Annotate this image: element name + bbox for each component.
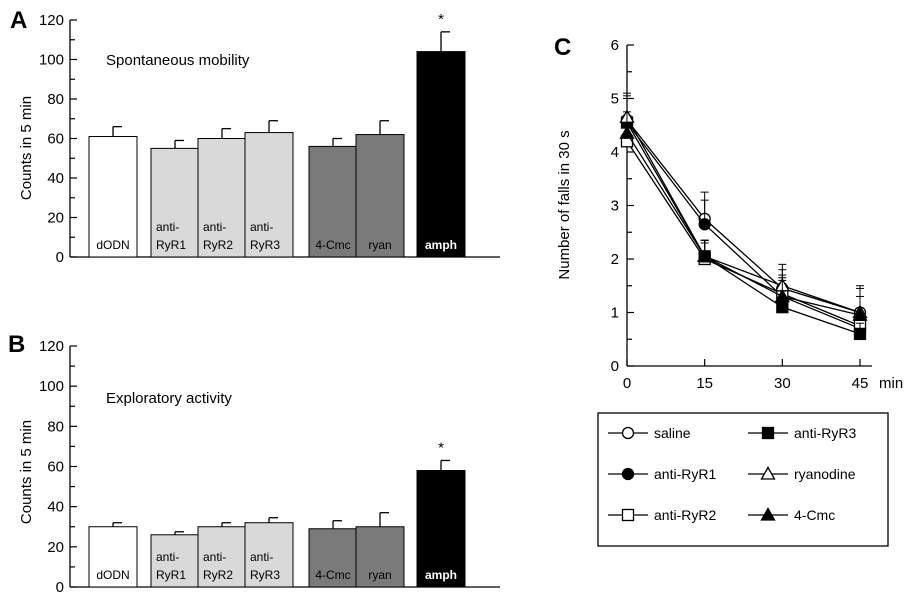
panel-c-y-tick-label: 5: [611, 91, 619, 108]
panel-a-y-tick-label: 60: [47, 131, 64, 148]
panel-c-y-tick-label: 2: [611, 251, 619, 268]
panel-a-bar-label-anti-ryr1: RyR1: [156, 238, 186, 252]
panel-b-letter: B: [8, 331, 25, 358]
panel-a-bar-label-dodn: dODN: [96, 238, 129, 252]
panel-b-bar-anti-ryr3: [244, 522, 294, 588]
panel-a-bar-anti-ryr2: [197, 138, 247, 258]
legend-box: [597, 412, 889, 547]
panel-a-bar-label-anti-ryr3: RyR3: [250, 238, 280, 252]
panel-b-y-tick-label: 120: [39, 338, 64, 355]
panel-c-point-4-cmc: [619, 125, 635, 139]
panel-a-y-tick-label: 100: [39, 52, 64, 69]
panel-b-y-tick-label: 100: [39, 378, 64, 395]
legend-label-anti-ryr3: anti-RyR3: [794, 425, 856, 441]
legend-marker-saline: [621, 426, 635, 440]
panel-a-y-tick-label: 0: [56, 249, 64, 266]
panel-a-bar-label-4-cmc: 4-Cmc: [315, 238, 350, 252]
panel-a-bar-label-anti-ryr2: anti-: [203, 220, 226, 234]
legend-marker-ryanodine: [760, 466, 776, 480]
panel-a-significance-amph: *: [438, 11, 444, 28]
panel-b-bar-label-dodn: dODN: [96, 568, 129, 582]
panel-c-series-line-ryanodine: [626, 116, 861, 314]
panel-c-point-anti-ryr1: [698, 218, 711, 231]
panel-c-point-4-cmc: [774, 288, 790, 303]
panel-b-bar-label-anti-ryr2: anti-: [203, 550, 226, 564]
legend-marker-4-cmc: [760, 507, 776, 521]
panel-b-y-tick-label: 40: [47, 499, 64, 516]
panel-b-bar-dodn: [88, 526, 138, 588]
panel-b-y-tick-label: 60: [47, 459, 64, 476]
panel-b-significance-amph: *: [438, 439, 444, 456]
panel-b-bar-anti-ryr1: [150, 534, 200, 588]
panel-a-letter: A: [10, 7, 27, 34]
panel-c-y-tick-label: 4: [611, 144, 619, 161]
panel-a-y-axis-label: Counts in 5 min: [18, 96, 35, 200]
panel-a-bar-label-anti-ryr2: RyR2: [203, 238, 233, 252]
panel-a-title: Spontaneous mobility: [106, 52, 250, 69]
panel-b-bar-anti-ryr2: [197, 526, 247, 588]
legend-label-saline: saline: [654, 425, 691, 441]
panel-a-y-tick-label: 40: [47, 170, 64, 187]
panel-b-plot: 0 20 40 60 80 100 120 dODN anti- RyR1 anti- RyR2 ant…: [39, 338, 500, 594]
panel-c-y-tick-label: 0: [611, 358, 619, 375]
legend-marker-anti-ryr2: [621, 508, 635, 522]
panel-b-bar-label-ryan: ryan: [368, 568, 391, 582]
panel-a-bar-anti-ryr1: [150, 147, 200, 258]
legend-label-anti-ryr1: anti-RyR1: [654, 466, 716, 482]
panel-b-y-tick-label: 20: [47, 539, 64, 556]
panel-a-y-tick-label: 120: [39, 12, 64, 29]
panel-b-bar-label-anti-ryr3: anti-: [250, 550, 273, 564]
panel-c-point-4-cmc: [697, 248, 713, 262]
panel-b-y-tick-label: 80: [47, 418, 64, 435]
panel-a-bar-label-anti-ryr3: anti-: [250, 220, 273, 234]
panel-b-bar-label-anti-ryr2: RyR2: [203, 568, 233, 582]
panel-a-bar-amph: [416, 51, 466, 258]
panel-c-series-line-saline: [626, 119, 861, 314]
panel-c-point-4-cmc: [852, 307, 868, 321]
panel-a-y-tick-label: 80: [47, 91, 64, 108]
panel-b-y-axis-label: Counts in 5 min: [18, 420, 35, 524]
panel-b-bar-amph: [416, 470, 466, 588]
panel-b-bar-4-cmc: [308, 528, 358, 588]
panel-a-bar-label-ryan: ryan: [368, 238, 391, 252]
panel-c-letter: C: [554, 34, 571, 61]
panel-b-bar-label-anti-ryr1: anti-: [156, 550, 179, 564]
panel-a-y-tick-label: 20: [47, 210, 64, 227]
panel-c-series-line-anti-ryr1: [626, 122, 861, 330]
panel-b-bar-label-amph: amph: [425, 568, 457, 582]
panel-b-y-tick-label: 0: [56, 579, 64, 594]
panel-c-y-tick-label: 1: [611, 305, 619, 322]
panel-a-bar-label-anti-ryr1: anti-: [156, 220, 179, 234]
panel-c-y-axis-label: Number of falls in 30 s: [556, 130, 573, 279]
panel-a-bar-ryan: [355, 134, 405, 258]
panel-c-series-line-anti-ryr3: [626, 122, 861, 335]
panel-c-series-line-4-cmc: [626, 132, 861, 316]
legend-marker-anti-ryr3: [761, 426, 775, 440]
panel-c-x-axis-label: min: [879, 375, 903, 392]
panel-b-bar-label-anti-ryr1: RyR1: [156, 568, 186, 582]
panel-c-y-tick-label: 6: [611, 37, 619, 54]
panel-c-x-tick-label: 45: [852, 375, 869, 392]
panel-a-bar-dodn: [88, 136, 138, 258]
panel-c-point-anti-ryr3: [853, 327, 867, 341]
legend: saline anti-RyR3 anti-RyR1 ryanodine anti-Ry…: [608, 425, 856, 523]
panel-c-y-tick-label: 3: [611, 198, 619, 215]
panel-b-bar-ryan: [355, 526, 405, 588]
panel-c-x-tick-label: 0: [623, 375, 631, 392]
panel-a-bar-anti-ryr3: [244, 132, 294, 258]
legend-label-ryanodine: ryanodine: [794, 466, 856, 482]
panel-b-bar-label-4-cmc: 4-Cmc: [315, 568, 350, 582]
panel-b-title: Exploratory activity: [106, 390, 232, 407]
panel-c-x-tick-label: 15: [696, 375, 713, 392]
legend-marker-anti-ryr1: [621, 467, 635, 481]
panel-a-bar-label-amph: amph: [425, 238, 457, 252]
panel-c-point-anti-ryr3: [776, 300, 789, 314]
panel-c-x-tick-label: 30: [774, 375, 791, 392]
panel-a-plot: 0 20 40 60 80 100 120 dODN anti- RyR1 anti- RyR2 ant…: [39, 11, 500, 266]
legend-label-4-cmc: 4-Cmc: [794, 507, 835, 523]
legend-label-anti-ryr2: anti-RyR2: [654, 507, 716, 523]
panel-b-bar-label-anti-ryr3: RyR3: [250, 568, 280, 582]
